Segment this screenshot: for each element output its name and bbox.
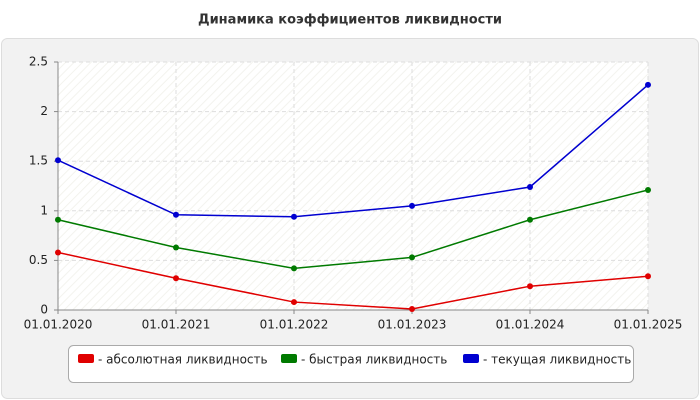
series-line	[57, 84, 649, 218]
y-tick-label: 0.5	[29, 253, 48, 267]
legend-label: - быстрая ликвидность	[301, 353, 447, 367]
series-line	[57, 251, 649, 310]
x-tick-label: 01.01.2025	[614, 318, 683, 332]
series-line	[57, 189, 649, 270]
x-tick-label: 01.01.2022	[260, 318, 329, 332]
point	[409, 306, 415, 313]
legend-label: - абсолютная ликвидность	[98, 353, 268, 367]
y-tick-label: 2.5	[29, 55, 48, 69]
x-tick-label: 01.01.2024	[496, 318, 565, 332]
point	[645, 186, 651, 193]
legend-swatch	[78, 354, 94, 363]
point	[527, 216, 533, 223]
y-tick-label: 1.5	[29, 154, 48, 168]
point	[55, 216, 61, 223]
point	[291, 299, 297, 306]
point	[527, 283, 533, 290]
point	[409, 202, 415, 209]
chart-title: Динамика коэффициентов ликвидности	[198, 13, 502, 28]
point	[409, 254, 415, 261]
legend	[68, 345, 634, 383]
legend-swatch	[281, 354, 297, 363]
legend-label: - текущая ликвидность	[483, 353, 631, 367]
point	[173, 275, 179, 282]
y-tick-label: 2	[40, 104, 48, 118]
x-tick-label: 01.01.2023	[378, 318, 447, 332]
x-tick-label: 01.01.2020	[24, 318, 93, 332]
point	[527, 183, 533, 190]
y-tick-label: 1	[40, 203, 48, 217]
y-tick-label: 0	[40, 303, 48, 317]
point	[55, 157, 61, 164]
point	[55, 249, 61, 256]
point	[291, 265, 297, 272]
point	[645, 81, 651, 88]
plot-area	[58, 62, 648, 310]
point	[173, 244, 179, 251]
point	[173, 211, 179, 218]
point	[645, 273, 651, 280]
point	[291, 213, 297, 220]
x-tick-label: 01.01.2021	[142, 318, 211, 332]
legend-swatch	[463, 354, 479, 363]
